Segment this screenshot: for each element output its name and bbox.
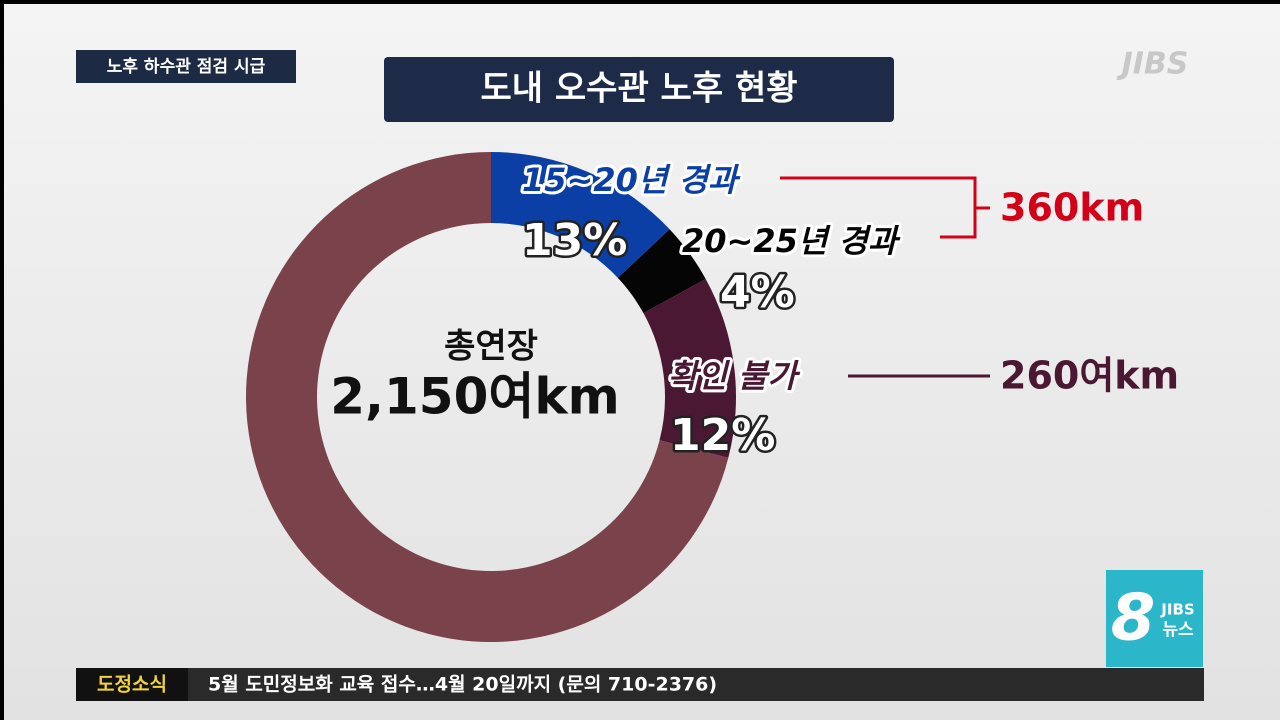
- ticker-text: 5월 도민정보화 교육 접수…4월 20일까지 (문의 710-2376): [208, 674, 717, 696]
- badge-number: 8: [1111, 582, 1156, 656]
- ticker-label: 도정소식: [97, 674, 167, 696]
- value-label: 13%: [522, 215, 627, 266]
- tag-box: [76, 50, 296, 83]
- center-label: 총연장: [444, 327, 538, 367]
- background: [4, 4, 1280, 720]
- segment-label: 확인 불가: [668, 357, 800, 395]
- badge-label: 뉴스: [1162, 620, 1194, 640]
- chart-title: 도내 오수관 노후 현황: [480, 69, 797, 109]
- donut-segment: [245, 151, 729, 642]
- value-label: 12%: [670, 410, 775, 461]
- ticker-bar: [76, 668, 1204, 701]
- title-box: [384, 57, 894, 122]
- tag: 노후 하수관 점검 시급: [107, 56, 266, 77]
- annotation: 260여km: [1000, 354, 1179, 398]
- bracket: [780, 176, 990, 239]
- segment-label: 15~20년 경과: [522, 161, 741, 199]
- ticker-label-box: [76, 668, 188, 701]
- donut-segment: [491, 152, 670, 278]
- donut-segment: [643, 278, 736, 458]
- value-label: 4%: [720, 267, 795, 318]
- donut-segment: [617, 229, 706, 314]
- annotation: 360km: [1000, 186, 1144, 230]
- badge-brand: JIBS: [1160, 601, 1194, 619]
- badge-box: [1106, 570, 1203, 667]
- center-value: 2,150여km: [330, 368, 620, 426]
- segment-label: 20~25년 경과: [682, 222, 901, 260]
- logo: JIBS: [1117, 47, 1189, 82]
- donut-chart: [245, 151, 736, 642]
